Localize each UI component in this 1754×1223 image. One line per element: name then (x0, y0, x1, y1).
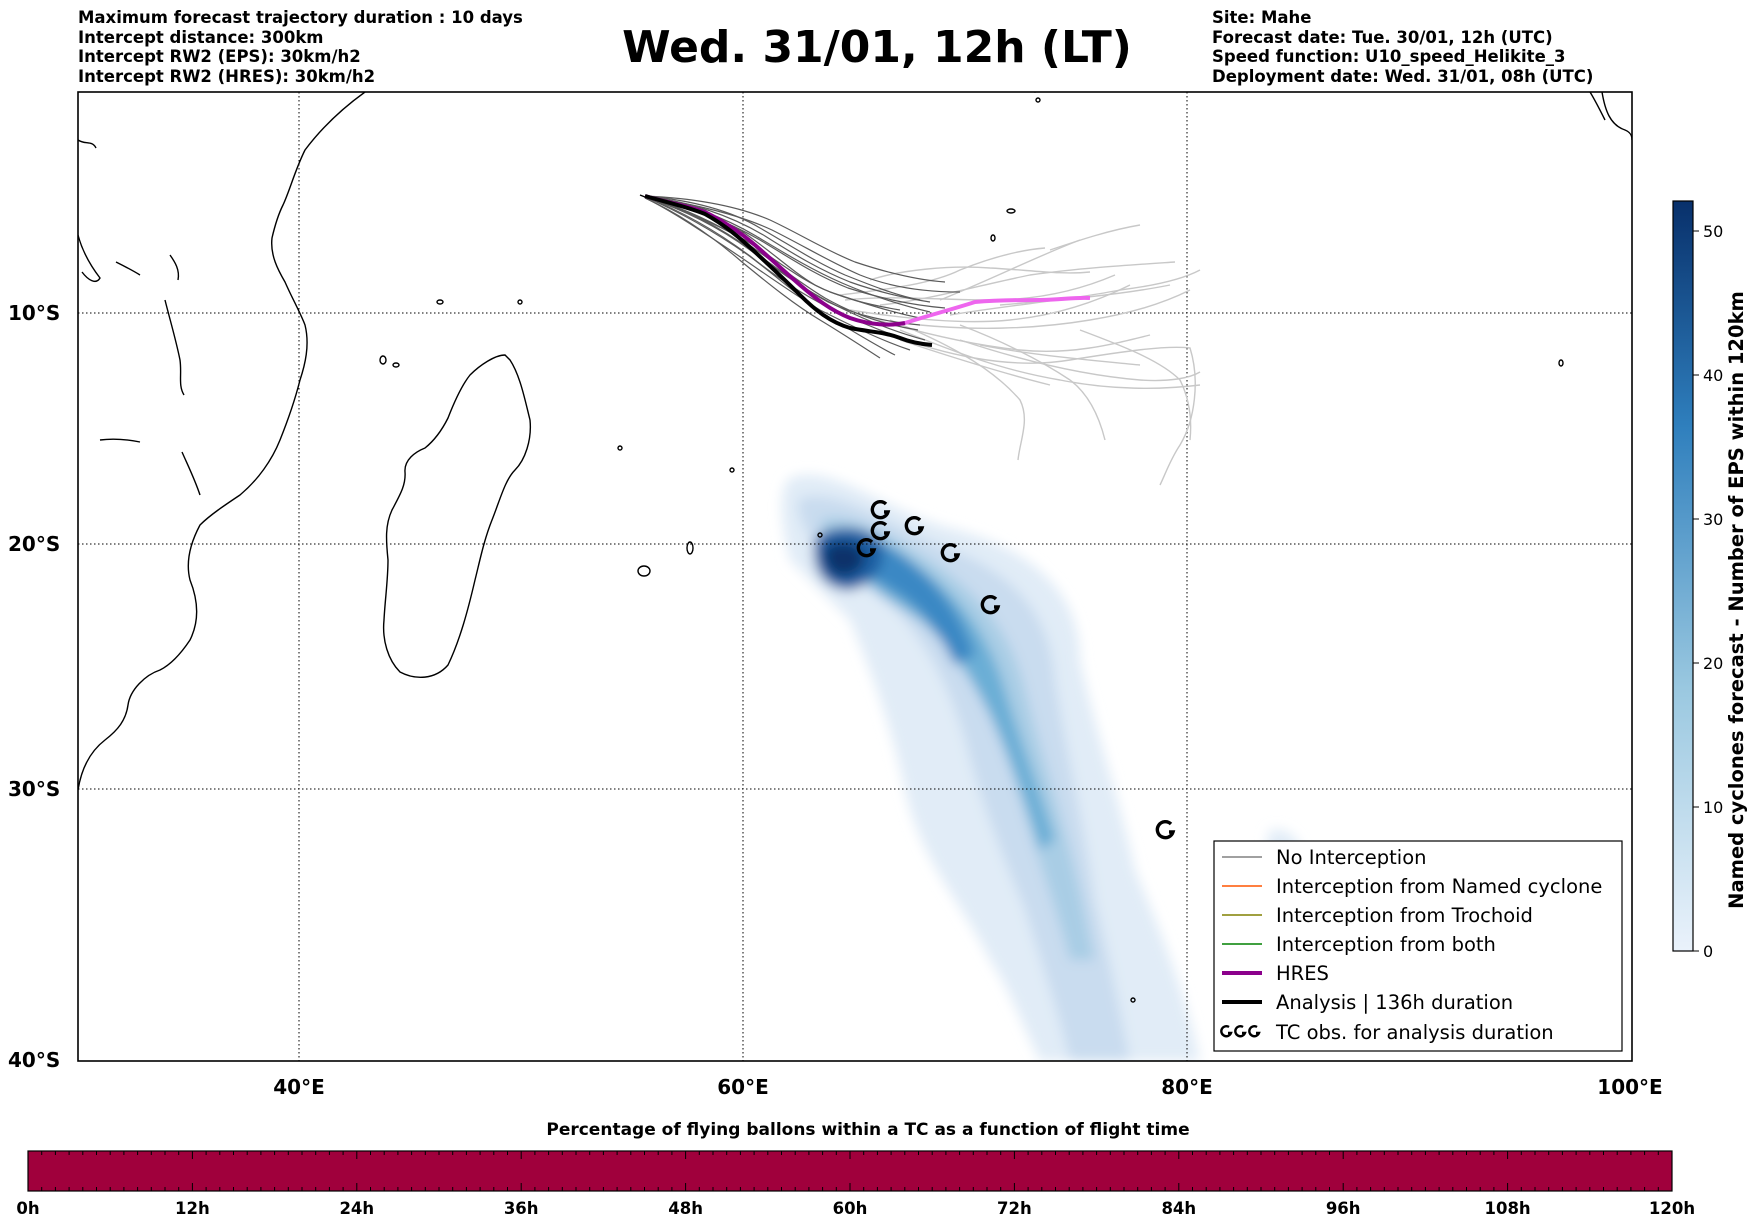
flight-bar-title: Percentage of flying ballons within a TC… (546, 1120, 1189, 1140)
legend-label: TC obs. for analysis duration (1275, 1021, 1554, 1044)
lat-label: 20°S (8, 532, 60, 556)
legend: No Interception Interception from Named … (1213, 840, 1623, 1052)
colorbar-tick: 10 (1703, 798, 1723, 817)
flight-bar-tick-label: 96h (1326, 1199, 1361, 1218)
legend-label: No Interception (1276, 846, 1427, 869)
colorbar-tick: 50 (1703, 222, 1723, 241)
lat-label: 10°S (8, 301, 60, 325)
legend-label: HRES (1276, 962, 1329, 985)
legend-item-hres: HRES (1222, 962, 1329, 985)
header-left-line: Intercept RW2 (HRES): 30km/h2 (78, 66, 376, 86)
lat-label: 30°S (8, 777, 60, 801)
colorbar-tick: 40 (1703, 366, 1723, 385)
cyclone-density-field (781, 474, 1302, 1061)
flight-bar-tick-label: 108h (1484, 1199, 1530, 1218)
longitude-labels: 40°E 60°E 80°E 100°E (273, 1075, 1662, 1099)
header-right-line: Site: Mahe (1212, 8, 1312, 27)
legend-item-trochoid: Interception from Trochoid (1222, 904, 1533, 927)
header-right-line: Speed function: U10_speed_Helikite_3 (1212, 47, 1566, 66)
header-left-line: Maximum forecast trajectory duration : 1… (78, 8, 523, 27)
cyclone-symbol-icon (1220, 1025, 1261, 1038)
tc-observations (856, 499, 1176, 840)
header-right-line: Deployment date: Wed. 31/01, 08h (UTC) (1212, 66, 1594, 86)
cyclone-symbol-icon (980, 594, 1001, 615)
colorbar-tick: 20 (1703, 654, 1723, 673)
colorbar: 0 10 20 30 40 50 Named cyclones forecast… (1672, 200, 1748, 961)
latitude-labels: 10°S 20°S 30°S 40°S (8, 301, 60, 1072)
flight-time-bar: Percentage of flying ballons within a TC… (16, 1120, 1695, 1218)
map-plot-area (78, 92, 1632, 1061)
legend-item-named-cyclone: Interception from Named cyclone (1222, 875, 1602, 898)
lon-label: 40°E (273, 1075, 325, 1099)
cyclone-symbol-icon (1155, 819, 1176, 840)
flight-bar-tick-label: 24h (339, 1199, 374, 1218)
flight-bar-tick-label: 36h (504, 1199, 539, 1218)
legend-box (1213, 840, 1623, 1052)
cyclone-symbol-icon (856, 537, 877, 558)
page-title: Wed. 31/01, 12h (LT) (622, 22, 1132, 73)
map-frame (77, 91, 1633, 1062)
colorbar-tick: 30 (1703, 510, 1723, 529)
lon-label: 80°E (1161, 1075, 1213, 1099)
header-left-line: Intercept RW2 (EPS): 30km/h2 (78, 47, 361, 66)
header-left-line: Intercept distance: 300km (78, 27, 324, 47)
cyclone-symbol-icon (940, 542, 961, 563)
ensemble-trajectories-dark (644, 195, 961, 359)
cyclone-symbol-icon (870, 499, 891, 520)
cyclone-symbol-icon (870, 520, 891, 541)
cyclone-symbol-icon (904, 515, 925, 536)
colorbar-gradient (1672, 200, 1694, 952)
legend-label: Interception from both (1276, 933, 1496, 956)
colorbar-label: Named cyclones forecast - Number of EPS … (1725, 291, 1748, 909)
lat-label: 40°S (8, 1048, 60, 1072)
lon-label: 60°E (717, 1075, 769, 1099)
header-right-line: Forecast date: Tue. 30/01, 12h (UTC) (1212, 27, 1553, 47)
flight-bar-tick-label: 120h (1649, 1199, 1695, 1218)
analysis-trajectory (644, 194, 933, 347)
legend-label: Analysis | 136h duration (1276, 991, 1513, 1014)
legend-item-tc-obs: TC obs. for analysis duration (1220, 1021, 1554, 1044)
flight-bar-tick-label: 48h (668, 1199, 703, 1218)
legend-label: Interception from Trochoid (1276, 904, 1533, 927)
flight-bar-tick-label: 84h (1161, 1199, 1196, 1218)
flight-bar-tick-label: 72h (997, 1199, 1032, 1218)
flight-bar-tick-label: 0h (16, 1199, 39, 1218)
header-left-info: Maximum forecast trajectory duration : 1… (78, 8, 523, 86)
colorbar-tick: 0 (1703, 942, 1713, 961)
legend-label: Interception from Named cyclone (1276, 875, 1602, 898)
legend-item-both: Interception from both (1222, 933, 1496, 956)
flight-bar-tick-label: 60h (833, 1199, 868, 1218)
flight-bar-tick-label: 12h (175, 1199, 210, 1218)
lon-label: 100°E (1597, 1075, 1662, 1099)
hres-forecast-tail (904, 295, 1091, 325)
legend-item-analysis: Analysis | 136h duration (1222, 991, 1513, 1014)
legend-item-no-interception: No Interception (1222, 846, 1427, 869)
header-right-info: Site: Mahe Forecast date: Tue. 30/01, 12… (1212, 8, 1593, 86)
